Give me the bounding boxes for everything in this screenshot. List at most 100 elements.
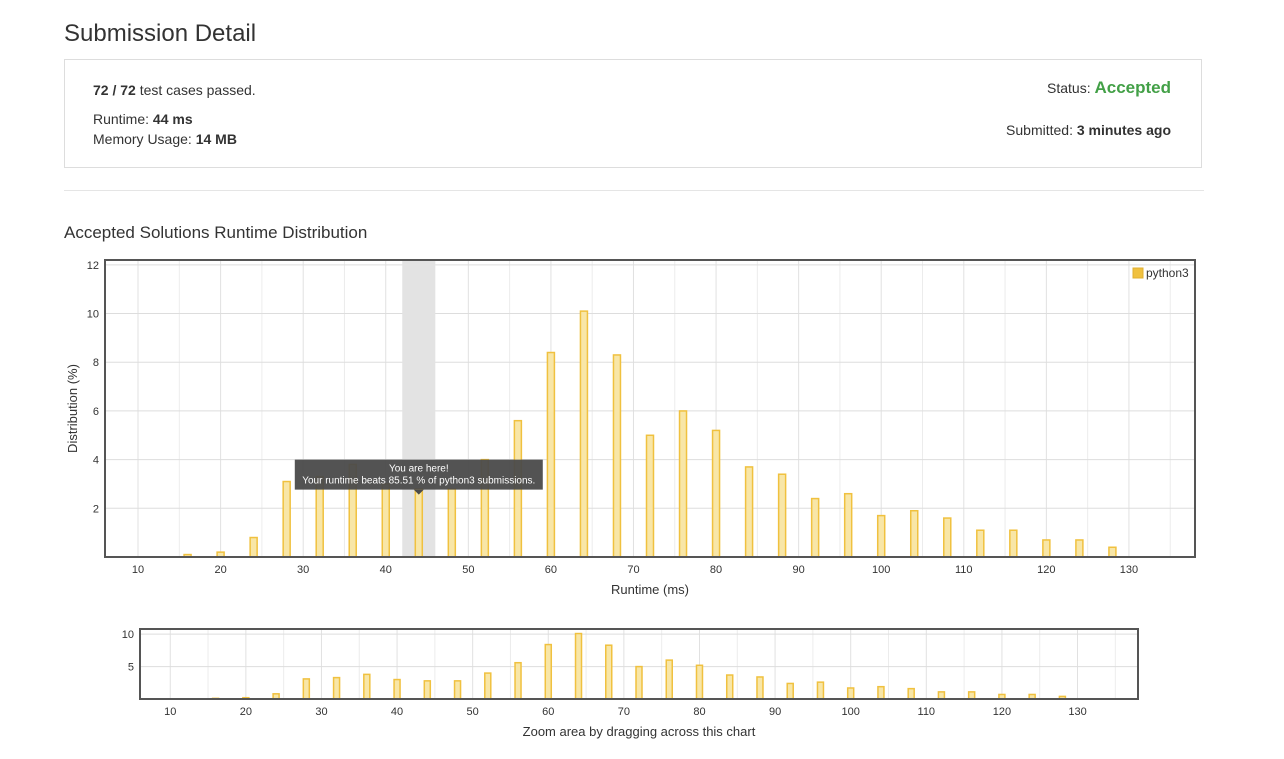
main-chart-x-tick-label: 130 <box>1120 564 1138 576</box>
main-chart-bar <box>678 410 688 558</box>
navigator-chart-bar <box>484 672 492 700</box>
main-chart-bar <box>645 434 655 558</box>
submitted-time: Submitted: 3 minutes ago <box>1006 122 1171 138</box>
main-chart-bar <box>414 488 424 558</box>
tooltip-box <box>294 459 543 490</box>
main-chart-y-tick-label: 6 <box>93 406 99 418</box>
navigator-chart-bar <box>846 687 855 700</box>
runtime-value: 44 ms <box>152 111 193 127</box>
navigator-chart-x-tick-label: 130 <box>1068 706 1086 718</box>
memory-value: 14 MB <box>195 131 237 147</box>
navigator-chart-bar <box>816 681 825 700</box>
navigator-chart-frame <box>139 628 1139 700</box>
navigator-chart-bar <box>544 643 553 700</box>
main-chart-x-tick-label: 80 <box>710 564 722 576</box>
main-chart-bar <box>447 488 457 558</box>
submission-summary-panel: 72 / 72 test cases passed. Runtime: 44 m… <box>64 59 1202 168</box>
navigator-chart-x-tick-label: 80 <box>693 706 705 718</box>
main-chart-bar <box>381 483 391 558</box>
navigator-chart-bar <box>725 674 734 700</box>
submitted-value: 3 minutes ago <box>1076 122 1171 138</box>
main-chart-bar <box>579 310 589 558</box>
submitted-label: Submitted: <box>1006 122 1077 138</box>
main-chart-bar <box>1009 529 1018 558</box>
navigator-chart-bar <box>453 680 462 700</box>
navigator-chart-bar <box>967 691 976 700</box>
main-chart-y-axis-title: Distribution (%) <box>65 364 80 453</box>
main-chart-bar <box>843 492 853 558</box>
main-chart-bar <box>744 466 754 558</box>
navigator-chart-bar <box>393 678 401 700</box>
navigator-chart-x-tick-label: 50 <box>467 706 479 718</box>
main-chart-bar <box>546 351 556 558</box>
navigator-chart-x-tick-label: 40 <box>391 706 403 718</box>
main-chart-group: 10 20 30 40 50 60 70 80 90 100 110 120 130 2 4 6 8 10 12 Ru… <box>65 259 1196 597</box>
navigator-chart-bar <box>605 644 613 700</box>
navigator-chart-x-tick-label: 110 <box>918 706 936 718</box>
navigator-chart-bar <box>514 661 522 700</box>
navigator-chart-bar <box>635 665 643 700</box>
test-cases-line: 72 / 72 test cases passed. <box>93 82 256 98</box>
memory-line: Memory Usage: 14 MB <box>93 131 237 147</box>
main-chart-y-tick-label: 8 <box>93 357 99 369</box>
tests-passed-count: 72 / 72 <box>93 82 136 98</box>
navigator-chart-bar <box>332 676 341 700</box>
main-chart-bar <box>943 517 952 558</box>
main-chart-x-axis-title: Runtime (ms) <box>611 582 689 597</box>
navigator-chart-bar <box>937 691 946 700</box>
navigator-chart-bar <box>756 676 764 700</box>
main-chart-bar <box>1075 539 1084 558</box>
main-chart-bar <box>612 354 622 558</box>
main-chart-bar <box>282 480 291 558</box>
main-chart-x-tick-label: 110 <box>955 564 973 576</box>
main-chart-bar <box>1042 539 1051 558</box>
main-chart-bar <box>909 509 919 558</box>
navigator-chart-x-tick-label: 10 <box>164 706 176 718</box>
main-chart-x-tick-label: 50 <box>462 564 474 576</box>
main-chart-x-tick-label: 90 <box>793 564 805 576</box>
main-chart-bar <box>711 429 721 558</box>
runtime-label: Runtime: <box>93 111 153 127</box>
legend-swatch-python3 <box>1132 267 1144 279</box>
navigator-chart-x-tick-label: 90 <box>769 706 781 718</box>
main-chart-x-tick-label: 20 <box>214 564 226 576</box>
main-chart-bar <box>777 473 787 558</box>
navigator-chart-bar <box>665 659 673 700</box>
page-title: Submission Detail <box>64 20 257 47</box>
main-chart-bar <box>810 497 820 558</box>
navigator-chart-x-tick-label: 120 <box>993 706 1011 718</box>
navigator-chart-x-tick-label: 20 <box>240 706 252 718</box>
navigator-chart-bar <box>302 678 311 700</box>
tooltip-body: Your runtime beats 85.51 % of python3 su… <box>302 476 535 487</box>
main-chart-bar <box>249 536 258 558</box>
main-chart-x-tick-label: 40 <box>380 564 392 576</box>
navigator-chart-bar <box>786 682 794 700</box>
navigator-chart-y-tick-label: 5 <box>128 662 134 674</box>
main-chart-x-tick-label: 120 <box>1037 564 1055 576</box>
section-title: Accepted Solutions Runtime Distribution <box>64 223 368 242</box>
main-chart-bar <box>1108 546 1117 558</box>
memory-label: Memory Usage: <box>93 131 196 147</box>
main-chart-y-tick-label: 4 <box>93 455 99 467</box>
status: Status: Accepted <box>1047 78 1171 98</box>
section-divider <box>64 190 1204 191</box>
main-chart-bar <box>976 529 985 558</box>
navigator-chart-x-tick-label: 60 <box>542 706 554 718</box>
navigator-chart-bar <box>423 680 432 700</box>
navigator-chart-bar <box>907 687 915 700</box>
tests-passed-suffix: test cases passed. <box>135 82 256 98</box>
main-chart-y-tick-label: 2 <box>93 503 99 515</box>
status-value[interactable]: Accepted <box>1094 78 1171 97</box>
tooltip-title: You are here! <box>389 464 449 475</box>
legend-label-python3: python3 <box>1146 266 1189 280</box>
main-chart-x-tick-label: 70 <box>627 564 639 576</box>
main-chart-frame <box>104 259 1196 558</box>
navigator-chart-bar <box>574 632 583 700</box>
navigator-chart-y-tick-label: 10 <box>122 629 134 641</box>
status-label: Status: <box>1047 80 1095 96</box>
runtime-line: Runtime: 44 ms <box>93 111 193 127</box>
navigator-chart-x-tick-label: 100 <box>842 706 860 718</box>
main-chart-x-tick-label: 10 <box>132 564 144 576</box>
main-chart-x-tick-label: 60 <box>545 564 557 576</box>
